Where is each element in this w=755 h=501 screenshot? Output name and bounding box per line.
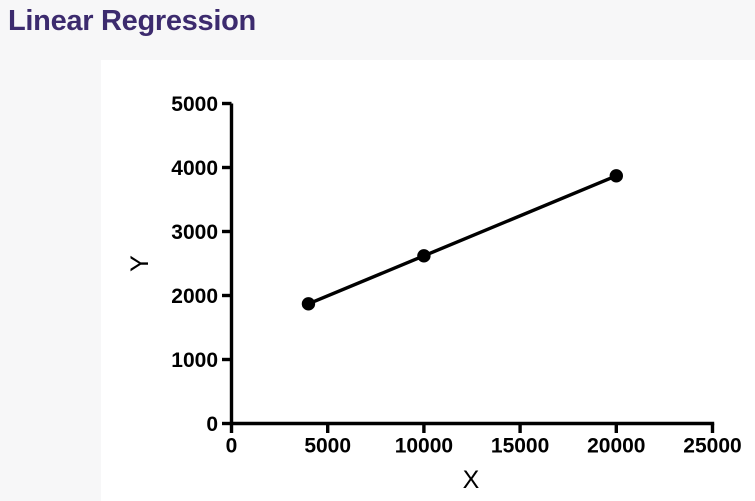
y-tick-label: 3000 — [171, 221, 218, 244]
data-point-marker — [417, 249, 431, 263]
data-point-marker — [609, 169, 623, 183]
y-axis-title: Y — [126, 255, 154, 272]
x-tick-label: 25000 — [683, 435, 741, 458]
x-tick-label: 20000 — [587, 435, 645, 458]
x-axis-title: X — [463, 466, 480, 494]
chart-panel — [101, 60, 755, 501]
x-tick-label: 15000 — [491, 435, 549, 458]
y-tick-label: 2000 — [171, 285, 218, 308]
y-tick-label: 4000 — [171, 157, 218, 180]
x-tick-label: 0 — [226, 435, 238, 458]
y-tick-label: 1000 — [171, 349, 218, 372]
page-title: Linear Regression — [8, 5, 256, 37]
regression-line — [306, 174, 618, 306]
y-tick-label: 0 — [206, 413, 218, 436]
y-tick-label: 5000 — [171, 93, 218, 116]
x-tick-label: 10000 — [395, 435, 453, 458]
data-point-marker — [301, 297, 316, 311]
x-tick-label: 5000 — [304, 435, 351, 458]
